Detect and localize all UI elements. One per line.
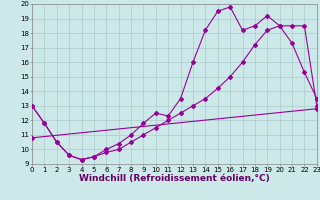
X-axis label: Windchill (Refroidissement éolien,°C): Windchill (Refroidissement éolien,°C): [79, 174, 270, 183]
